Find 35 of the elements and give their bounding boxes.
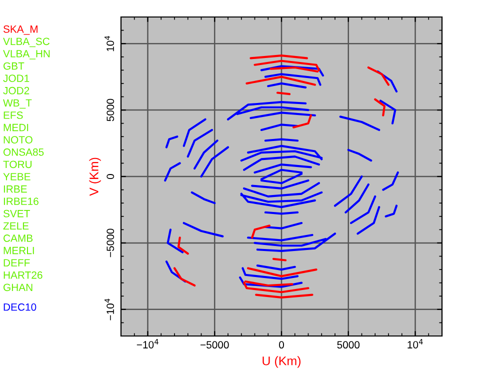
text: GBT: [4, 62, 24, 70]
text: JOD2: [3, 86, 30, 94]
text: WB_T: [3, 99, 32, 109]
text: CAMB: [4, 234, 33, 242]
text: NOTO: [4, 136, 32, 144]
x-tick-label: 0: [279, 341, 284, 349]
text: IRBE16: [4, 198, 38, 205]
x-axis-title: U (Km): [262, 356, 301, 368]
text: SKA_M: [3, 25, 38, 35]
text: MERLI: [4, 246, 34, 254]
y-tick-label: −10$^{4}$: [104, 298, 114, 320]
y-tick-label: 10$^{4}$: [104, 36, 114, 52]
y-tick-label: 5000: [106, 98, 114, 122]
text: TORU: [3, 160, 32, 168]
y-tick-label: −5000: [106, 228, 114, 258]
text: ZELE: [3, 222, 29, 230]
y-axis-title: V (Km): [89, 158, 101, 196]
x-tick-label: 10$^{4}$: [408, 339, 423, 348]
text: ONSA85: [3, 148, 44, 156]
text: MEDI: [4, 124, 28, 132]
text: DEFF: [4, 259, 30, 266]
text: VLBA_HN: [3, 50, 50, 60]
x-tick-label: −10$^{4}$: [136, 339, 158, 348]
text: EFS: [4, 112, 23, 119]
text: VLBA_SC: [3, 38, 50, 48]
x-tick-label: 5000: [337, 341, 360, 349]
text: IRBE: [4, 185, 27, 193]
text: GHAN: [4, 284, 32, 292]
text: JOD1: [3, 74, 30, 82]
text: YEBE: [3, 173, 30, 180]
text: HART26: [4, 271, 42, 279]
x-tick-label: −5000: [200, 341, 229, 349]
text: SVET: [3, 210, 30, 218]
y-tick-label: 0: [106, 174, 114, 179]
text: DEC10: [4, 303, 36, 311]
